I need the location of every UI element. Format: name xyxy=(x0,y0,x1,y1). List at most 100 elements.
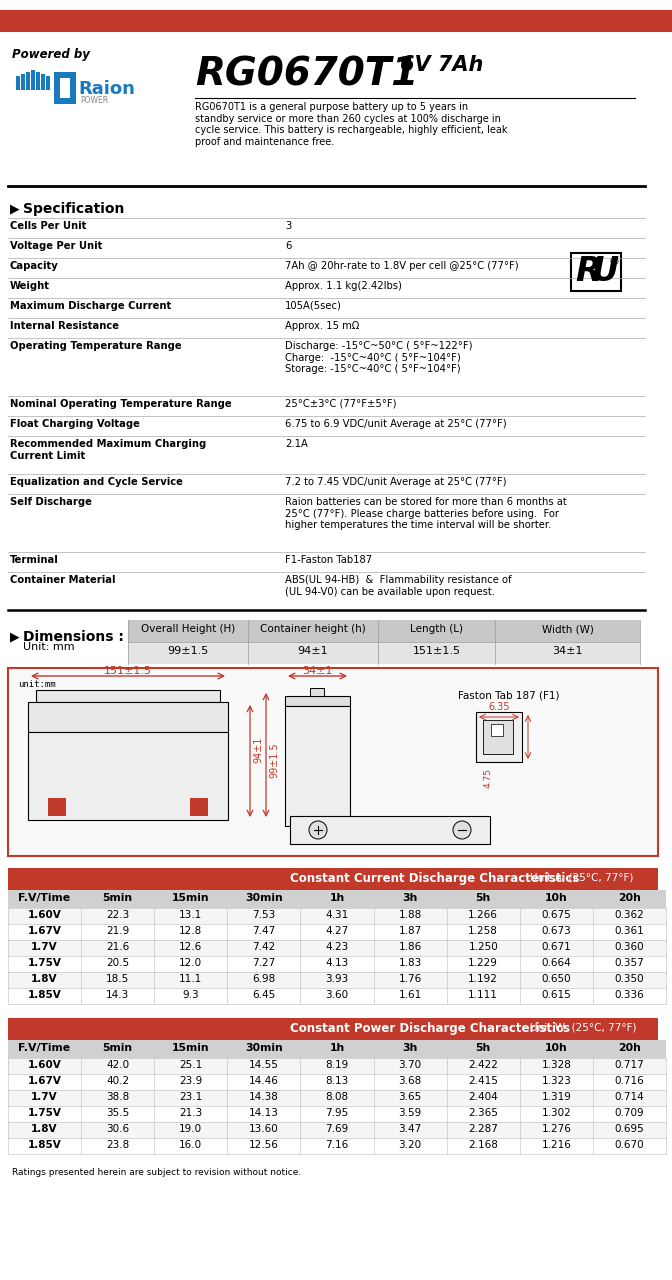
Text: Raion batteries can be stored for more than 6 months at
25°C (77°F). Please char: Raion batteries can be stored for more t… xyxy=(285,497,566,530)
Text: 3.47: 3.47 xyxy=(398,1124,422,1134)
Text: 6.35: 6.35 xyxy=(488,701,509,712)
Text: 23.9: 23.9 xyxy=(179,1076,202,1085)
Bar xyxy=(0,10,672,32)
Text: 6: 6 xyxy=(285,241,292,251)
Text: 0.650: 0.650 xyxy=(542,974,571,984)
Text: 0.709: 0.709 xyxy=(615,1108,644,1117)
Text: RG0670T1 is a general purpose battery up to 5 years in
standby service or more t: RG0670T1 is a general purpose battery up… xyxy=(195,102,507,147)
Text: 3h: 3h xyxy=(403,893,418,902)
Bar xyxy=(48,797,66,817)
Text: 8.08: 8.08 xyxy=(325,1092,349,1102)
Text: 2.168: 2.168 xyxy=(468,1140,498,1149)
Text: 1.75V: 1.75V xyxy=(28,957,62,968)
Text: 6V 7Ah: 6V 7Ah xyxy=(400,55,483,76)
Bar xyxy=(476,712,522,762)
Text: 9.3: 9.3 xyxy=(183,989,199,1000)
Text: 1.250: 1.250 xyxy=(468,942,498,952)
Text: 3.93: 3.93 xyxy=(325,974,349,984)
Bar xyxy=(26,72,30,90)
Bar xyxy=(128,643,640,664)
Text: 7.53: 7.53 xyxy=(252,910,276,920)
Text: 2.415: 2.415 xyxy=(468,1076,498,1085)
Bar xyxy=(8,988,666,1004)
Text: 3.68: 3.68 xyxy=(398,1076,422,1085)
Text: Overall Height (H): Overall Height (H) xyxy=(141,623,235,634)
Circle shape xyxy=(453,820,471,838)
Circle shape xyxy=(309,820,327,838)
Text: 12.6: 12.6 xyxy=(179,942,202,952)
Text: 8.19: 8.19 xyxy=(325,1060,349,1070)
Bar xyxy=(8,890,666,908)
Text: Specification: Specification xyxy=(23,202,124,216)
Text: 38.8: 38.8 xyxy=(106,1092,129,1102)
Text: 1.67V: 1.67V xyxy=(28,925,62,936)
Bar xyxy=(8,668,658,856)
Text: 11.1: 11.1 xyxy=(179,974,202,984)
Text: Unit: mm: Unit: mm xyxy=(23,643,75,652)
Text: 1.76: 1.76 xyxy=(398,974,422,984)
Text: Discharge: -15°C~50°C ( 5°F~122°F)
Charge:  -15°C~40°C ( 5°F~104°F)
Storage: -15: Discharge: -15°C~50°C ( 5°F~122°F) Charg… xyxy=(285,340,472,374)
Text: 34±1: 34±1 xyxy=(552,646,583,655)
Text: 25°C±3°C (77°F±5°F): 25°C±3°C (77°F±5°F) xyxy=(285,399,396,410)
Bar xyxy=(8,1091,666,1106)
Text: 1.328: 1.328 xyxy=(542,1060,571,1070)
Text: 7.95: 7.95 xyxy=(325,1108,349,1117)
Bar xyxy=(8,908,666,924)
Text: 1.86: 1.86 xyxy=(398,942,422,952)
Bar xyxy=(285,696,350,707)
Text: Unit:W  (25°C, 77°F): Unit:W (25°C, 77°F) xyxy=(530,1021,636,1032)
Text: 0.362: 0.362 xyxy=(615,910,644,920)
Text: 99±1.5: 99±1.5 xyxy=(269,742,279,778)
Text: 0.717: 0.717 xyxy=(615,1060,644,1070)
Text: 2.422: 2.422 xyxy=(468,1060,498,1070)
Text: 3.65: 3.65 xyxy=(398,1092,422,1102)
Text: Length (L): Length (L) xyxy=(410,623,463,634)
Text: 3.20: 3.20 xyxy=(398,1140,421,1149)
Bar xyxy=(36,690,220,701)
Text: 0.714: 0.714 xyxy=(615,1092,644,1102)
Text: 12.0: 12.0 xyxy=(179,957,202,968)
Text: 12.8: 12.8 xyxy=(179,925,202,936)
Text: Terminal: Terminal xyxy=(10,556,58,564)
Text: Dimensions :: Dimensions : xyxy=(23,630,124,644)
Text: 7.47: 7.47 xyxy=(252,925,276,936)
Text: 7.16: 7.16 xyxy=(325,1140,349,1149)
Text: Recommended Maximum Charging
Current Limit: Recommended Maximum Charging Current Lim… xyxy=(10,439,206,461)
Text: 1.266: 1.266 xyxy=(468,910,498,920)
Bar xyxy=(8,1059,666,1074)
Text: 10h: 10h xyxy=(545,893,568,902)
Text: 20h: 20h xyxy=(618,893,641,902)
Text: 0.664: 0.664 xyxy=(542,957,571,968)
Text: 94±1: 94±1 xyxy=(253,737,263,763)
Text: R: R xyxy=(575,255,601,288)
Bar xyxy=(16,76,20,90)
Text: 4.23: 4.23 xyxy=(325,942,349,952)
Text: 22.3: 22.3 xyxy=(106,910,129,920)
Text: 42.0: 42.0 xyxy=(106,1060,129,1070)
Bar xyxy=(36,72,40,90)
Bar xyxy=(8,1074,666,1091)
Bar xyxy=(128,620,640,643)
Text: 15min: 15min xyxy=(172,1043,210,1053)
Bar xyxy=(491,724,503,736)
Text: 2.1A: 2.1A xyxy=(285,439,308,449)
Text: 1.111: 1.111 xyxy=(468,989,498,1000)
Text: ABS(UL 94-HB)  &  Flammability resistance of
(UL 94-V0) can be available upon re: ABS(UL 94-HB) & Flammability resistance … xyxy=(285,575,511,596)
Text: 0.360: 0.360 xyxy=(615,942,644,952)
Text: 1.75V: 1.75V xyxy=(28,1108,62,1117)
Bar xyxy=(8,940,666,956)
Text: 7Ah @ 20hr-rate to 1.8V per cell @25°C (77°F): 7Ah @ 20hr-rate to 1.8V per cell @25°C (… xyxy=(285,261,519,271)
Text: 21.3: 21.3 xyxy=(179,1108,202,1117)
Text: 20.5: 20.5 xyxy=(106,957,129,968)
Text: 1.302: 1.302 xyxy=(542,1108,571,1117)
Bar xyxy=(8,868,658,890)
Text: 0.695: 0.695 xyxy=(615,1124,644,1134)
Text: 4.31: 4.31 xyxy=(325,910,349,920)
Text: 35.5: 35.5 xyxy=(106,1108,129,1117)
Text: 14.3: 14.3 xyxy=(106,989,129,1000)
Text: 7.42: 7.42 xyxy=(252,942,276,952)
Bar xyxy=(8,1039,666,1059)
Bar xyxy=(310,689,324,696)
Bar xyxy=(8,1123,666,1138)
Text: Operating Temperature Range: Operating Temperature Range xyxy=(10,340,181,351)
